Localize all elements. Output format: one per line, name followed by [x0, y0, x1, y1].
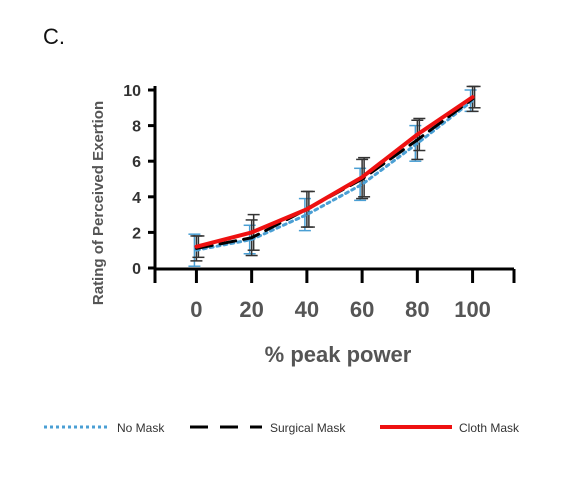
series-line-surgical-mask — [194, 97, 475, 250]
y-tick-label: 10 — [123, 83, 141, 100]
legend-label-cloth-mask: Cloth Mask — [459, 421, 520, 435]
legend-label-no-mask: No Mask — [117, 421, 165, 435]
series-lines — [194, 95, 475, 252]
x-tick-label: 40 — [295, 297, 319, 322]
legend-label-surgical-mask: Surgical Mask — [270, 421, 346, 435]
y-axis-label: Rating of Perceived Exertion — [90, 101, 107, 305]
x-axis-label: % peak power — [265, 342, 412, 367]
series-line-cloth-mask — [194, 95, 475, 249]
y-tick-label: 4 — [132, 190, 141, 207]
panel-label: C. — [43, 24, 65, 49]
x-tick-label: 20 — [239, 297, 263, 322]
y-tick-label: 2 — [132, 225, 141, 242]
figure-card — [31, 0, 564, 462]
y-tick-label: 6 — [132, 154, 141, 171]
x-tick-label: 80 — [405, 297, 429, 322]
y-tick-label: 0 — [132, 261, 141, 278]
axes — [148, 86, 516, 283]
x-tick-label: 100 — [454, 297, 491, 322]
y-tick-label: 8 — [132, 119, 141, 136]
x-tick-label: 0 — [190, 297, 202, 322]
x-tick-label: 60 — [350, 297, 374, 322]
legend: No Mask Surgical Mask Cloth Mask — [44, 421, 520, 435]
series-line-no-mask — [194, 99, 475, 252]
